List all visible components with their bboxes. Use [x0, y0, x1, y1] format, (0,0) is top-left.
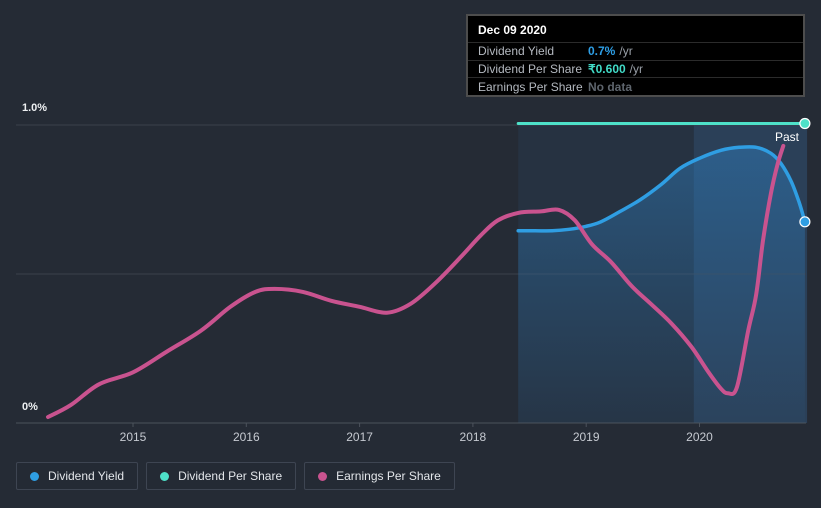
- chart-legend: Dividend Yield Dividend Per Share Earnin…: [16, 462, 455, 490]
- x-axis-label-2020: 2020: [686, 430, 713, 444]
- dividend-yield-line: [516, 145, 807, 233]
- y-axis-label-bottom: 0%: [22, 401, 38, 413]
- tooltip-label: Dividend Per Share: [478, 62, 583, 76]
- dividend-per-share-end-marker: [799, 117, 811, 130]
- earnings-per-share-line: [46, 143, 786, 419]
- dividend-yield-area: [518, 146, 805, 423]
- tooltip-value-suffix: /yr: [619, 44, 633, 59]
- x-axis-label-2015: 2015: [119, 430, 147, 444]
- legend-label: Dividend Yield: [48, 469, 125, 483]
- tooltip-value: No data: [588, 79, 633, 94]
- y-axis-label-top: 1.0%: [22, 102, 48, 114]
- legend-item-earnings-per-share[interactable]: Earnings Per Share: [304, 462, 455, 490]
- tooltip-row-dividend-per-share: Dividend Per Share ₹0.600 /yr: [468, 59, 803, 78]
- tooltip-value: 0.7%: [588, 44, 616, 59]
- tooltip-date: Dec 09 2020: [478, 23, 547, 37]
- x-axis-label-2016: 2016: [232, 430, 260, 444]
- dividend-yield-end-marker: [799, 216, 811, 228]
- past-label: Past: [774, 130, 799, 144]
- tooltip-value: ₹0.600: [588, 62, 626, 76]
- earnings-per-share-dot-icon: [318, 471, 328, 481]
- hover-tooltip: Dec 09 2020 Dividend Yield 0.7% /yr Divi…: [466, 14, 805, 97]
- tooltip-label: Dividend Yield: [478, 44, 555, 59]
- legend-item-dividend-per-share[interactable]: Dividend Per Share: [146, 462, 297, 490]
- legend-item-dividend-yield[interactable]: Dividend Yield: [16, 462, 139, 490]
- x-axis-label-2017: 2017: [346, 430, 373, 444]
- legend-label: Dividend Per Share: [178, 469, 283, 483]
- legend-label: Earnings Per Share: [336, 469, 441, 483]
- tooltip-label: Earnings Per Share: [478, 79, 583, 94]
- tooltip-row-dividend-yield: Dividend Yield 0.7% /yr: [468, 42, 803, 60]
- tooltip-row-earnings-per-share: Earnings Per Share No data: [468, 77, 803, 95]
- x-axis-label-2019: 2019: [572, 430, 600, 444]
- x-axis-label-2018: 2018: [459, 430, 487, 444]
- tooltip-value-suffix: /yr: [629, 62, 644, 76]
- dividend-per-share-dot-icon: [160, 471, 170, 481]
- dividend-yield-dot-icon: [30, 471, 39, 481]
